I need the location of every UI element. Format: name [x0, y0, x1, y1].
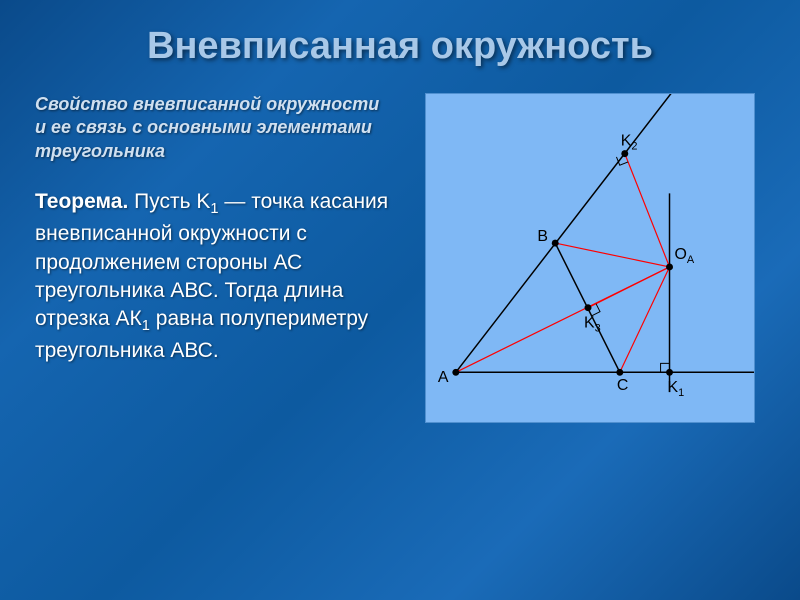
- theorem-sub-1: 1: [210, 201, 218, 217]
- slide: Вневписанная окружность Свойство вневпис…: [0, 0, 800, 600]
- theorem-text: Теорема. Пусть K1 — точка касания вневпи…: [35, 188, 395, 365]
- svg-text:OA: OA: [674, 246, 694, 266]
- content-row: Свойство вневписанной окружности и ее св…: [35, 93, 765, 423]
- page-title: Вневписанная окружность: [35, 25, 765, 68]
- geometry-diagram: A B C K1 K2 K3 OA: [426, 94, 754, 422]
- theorem-part-1: Пусть K: [128, 190, 210, 213]
- theorem-label: Теорема.: [35, 190, 128, 213]
- svg-text:B: B: [537, 228, 548, 245]
- theorem-sub-2: 1: [142, 318, 150, 334]
- svg-text:A: A: [438, 369, 449, 386]
- subtitle: Свойство вневписанной окружности и ее св…: [35, 93, 395, 163]
- svg-text:C: C: [617, 377, 628, 394]
- svg-text:K1: K1: [668, 379, 685, 399]
- svg-text:K2: K2: [621, 133, 638, 153]
- diagram-box: A B C K1 K2 K3 OA: [425, 93, 755, 423]
- diagram-column: A B C K1 K2 K3 OA: [415, 93, 765, 423]
- svg-text:K3: K3: [584, 315, 601, 335]
- text-column: Свойство вневписанной окружности и ее св…: [35, 93, 395, 423]
